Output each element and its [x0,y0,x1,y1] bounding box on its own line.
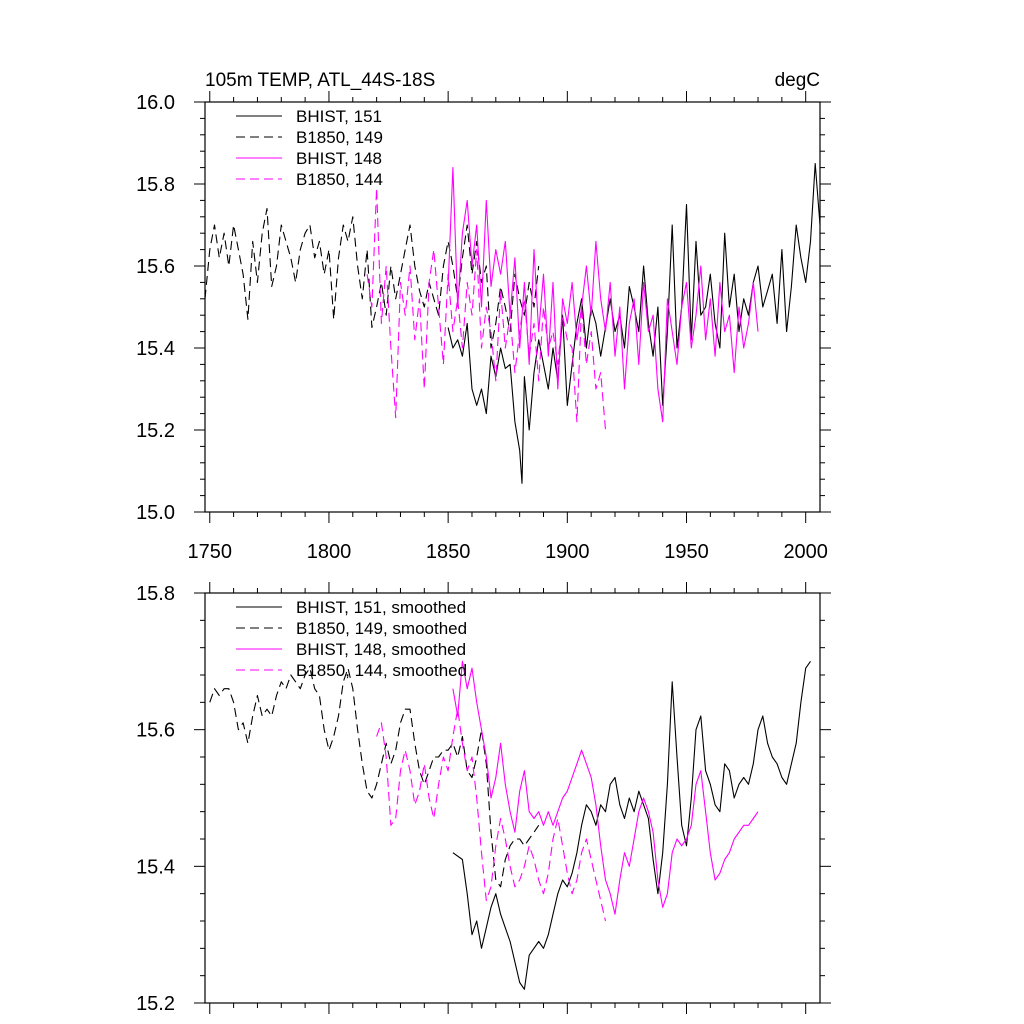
series-line-1 [209,667,540,888]
legend-label: B1850, 144, smoothed [296,661,467,680]
series-line-3 [376,708,607,922]
legend-label: BHIST, 151, smoothed [296,598,466,617]
legend: BHIST, 151, smoothed B1850, 149, smoothed… [236,598,467,680]
x-tick-label: 1950 [664,541,709,563]
plot-frame [204,101,821,513]
x-tick-label: 1900 [545,541,590,563]
legend-label: B1850, 149, smoothed [296,619,467,638]
chart-panel-top: 105m TEMP, ATL_44S-18S degC 1750 1800 1850… [136,70,831,563]
series-line-0 [452,660,811,990]
plot-frame [204,592,821,1004]
legend-label: B1850, 144 [296,170,383,189]
y-tick-label: 15.2 [136,420,175,442]
axes: 1750 1800 1850 1900 1950 2000 15.0 15.2 15.4 15.6… [136,91,831,563]
y-tick-label: 15.6 [136,256,175,278]
units-label: degC [775,70,820,91]
y-tick-label: 16.0 [136,92,175,114]
legend-label: BHIST, 151 [296,107,382,126]
x-tick-label: 2000 [783,541,828,563]
x-tick-label: 1850 [426,541,471,563]
legend-label: BHIST, 148 [296,149,382,168]
y-tick-label: 15.8 [136,174,175,196]
series-line-2 [447,167,759,423]
series-line-3 [366,187,607,431]
axes: 15.2 15.4 15.6 15.8 [136,582,831,1015]
x-tick-label: 1750 [188,541,233,563]
y-tick-label: 15.2 [136,993,175,1015]
legend-label: BHIST, 148, smoothed [296,640,466,659]
legend: BHIST, 151 B1850, 149 BHIST, 148 B1850, 144 [236,107,383,189]
series-line-1 [204,208,540,349]
legend-label: B1850, 149 [296,128,383,147]
y-tick-label: 15.8 [136,583,175,605]
y-tick-label: 15.4 [136,856,175,878]
y-tick-label: 15.4 [136,338,175,360]
y-tick-label: 15.0 [136,502,175,524]
chart-title: 105m TEMP, ATL_44S-18S [205,70,435,91]
series-group [209,660,811,990]
x-tick-label: 1800 [307,541,352,563]
y-tick-label: 15.6 [136,720,175,742]
series-group [204,162,821,484]
series-line-0 [447,162,821,484]
series-line-2 [452,660,759,915]
chart-panel-bottom: 15.2 15.4 15.6 15.8 BHIST, 151, smoothed B18… [136,582,831,1015]
